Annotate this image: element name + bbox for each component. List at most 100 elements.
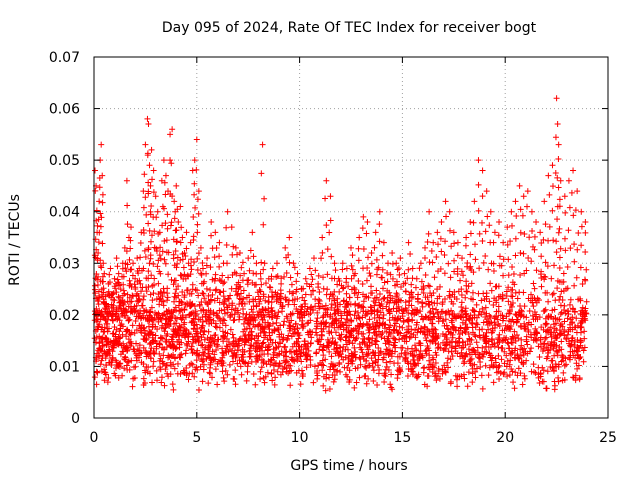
data-point — [283, 337, 290, 344]
data-point — [199, 314, 206, 321]
data-point — [221, 306, 228, 313]
data-point — [223, 335, 230, 342]
data-point — [499, 337, 506, 344]
data-point — [349, 340, 356, 347]
data-point — [264, 369, 271, 376]
data-point — [581, 276, 588, 283]
data-point — [399, 335, 406, 342]
data-point — [580, 358, 587, 365]
data-point — [375, 296, 382, 303]
data-point — [186, 312, 193, 319]
data-point — [366, 329, 373, 336]
data-point — [118, 308, 125, 315]
data-point — [278, 275, 285, 282]
data-point — [575, 229, 582, 236]
data-point — [148, 329, 155, 336]
data-point — [492, 283, 499, 290]
data-point — [469, 347, 476, 354]
data-point — [303, 280, 310, 287]
data-point — [391, 335, 398, 342]
data-point — [164, 311, 171, 318]
data-point — [115, 313, 122, 320]
data-point — [149, 297, 156, 304]
data-point — [128, 266, 135, 273]
data-point — [363, 380, 370, 387]
data-point — [520, 352, 527, 359]
data-point — [160, 311, 167, 318]
data-point — [110, 290, 117, 297]
data-point — [472, 368, 479, 375]
data-point — [96, 198, 103, 205]
data-point — [583, 298, 590, 305]
data-point — [94, 222, 101, 229]
data-point — [173, 182, 180, 189]
data-point — [145, 245, 152, 252]
data-point — [509, 222, 515, 229]
data-point — [531, 308, 538, 315]
data-point — [498, 345, 505, 352]
data-point — [482, 362, 489, 369]
data-point — [552, 134, 559, 141]
data-point — [157, 244, 164, 251]
data-point — [461, 375, 468, 382]
data-point — [558, 288, 565, 295]
data-point — [99, 334, 106, 341]
grid — [94, 57, 608, 418]
data-point — [428, 247, 435, 254]
data-point — [194, 196, 201, 203]
data-point — [168, 219, 175, 226]
data-point — [359, 225, 366, 232]
data-point — [323, 222, 330, 229]
data-point — [221, 378, 228, 385]
data-point — [147, 208, 154, 215]
data-point — [280, 321, 287, 328]
data-point — [469, 379, 476, 386]
data-point — [393, 278, 400, 285]
data-point — [551, 378, 558, 385]
data-point — [521, 231, 528, 238]
data-point — [115, 282, 122, 289]
data-point — [248, 328, 255, 335]
data-point — [379, 252, 386, 259]
data-point — [283, 313, 290, 320]
data-point — [515, 365, 522, 372]
data-point — [156, 296, 163, 303]
data-point — [258, 259, 265, 266]
data-point — [379, 329, 386, 336]
data-point — [448, 344, 455, 351]
data-point — [558, 338, 565, 345]
data-point — [137, 315, 144, 322]
data-point — [218, 360, 225, 367]
data-point — [392, 320, 399, 327]
data-point — [368, 340, 375, 347]
data-point — [298, 358, 305, 365]
data-point — [213, 324, 220, 331]
data-point — [564, 264, 571, 271]
data-point — [564, 315, 571, 322]
data-point — [313, 349, 320, 356]
data-point — [371, 307, 378, 314]
data-point — [250, 314, 257, 321]
data-point — [327, 291, 334, 298]
data-point — [416, 351, 423, 358]
data-point — [581, 328, 588, 335]
data-point — [394, 330, 401, 337]
data-point — [204, 300, 211, 307]
data-point — [147, 238, 154, 245]
data-point — [243, 294, 250, 301]
data-point — [232, 305, 239, 312]
data-point — [533, 329, 540, 336]
data-point — [364, 264, 371, 271]
data-point — [421, 324, 428, 331]
data-point — [116, 328, 123, 335]
data-point — [490, 268, 497, 275]
data-point — [509, 299, 516, 306]
data-point — [257, 295, 264, 302]
data-point — [375, 264, 382, 271]
data-point — [443, 331, 450, 338]
data-point — [150, 167, 157, 174]
data-point — [143, 363, 150, 370]
data-point — [381, 378, 388, 385]
data-point — [389, 260, 396, 267]
